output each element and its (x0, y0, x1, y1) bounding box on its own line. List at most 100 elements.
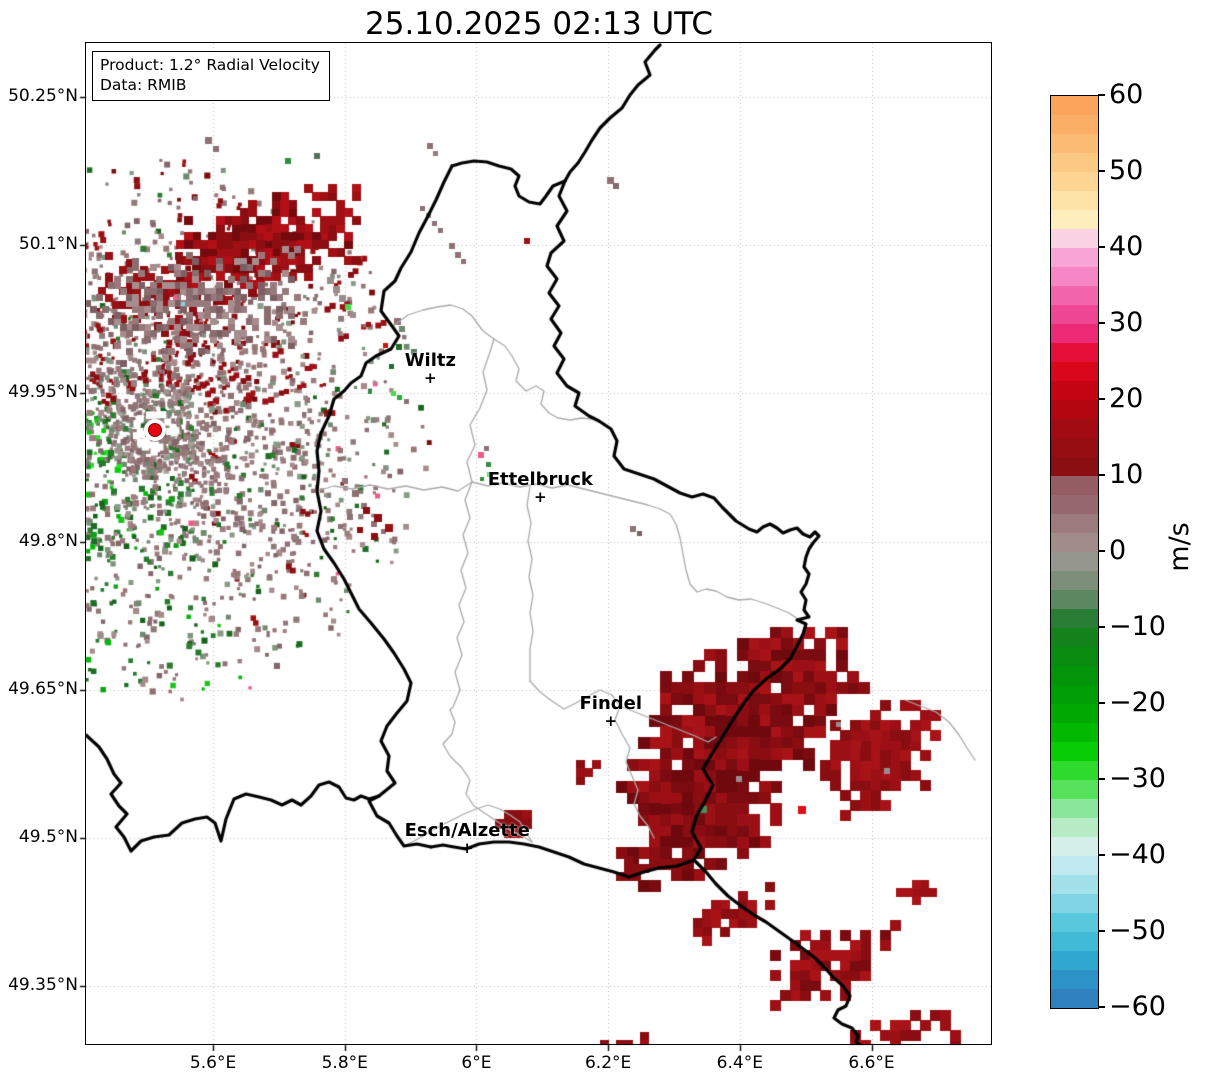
colorbar-tick-mark (1098, 170, 1105, 172)
colorbar-band (1051, 305, 1098, 324)
y-tick-label: 49.35°N (8, 974, 78, 995)
city-marker-icon: + (424, 368, 437, 387)
y-tick-label: 49.95°N (8, 382, 78, 403)
product-info-box: Product: 1.2° Radial Velocity Data: RMIB (92, 51, 330, 101)
x-tick-label: 6.4°E (716, 1053, 763, 1073)
y-tick-label: 49.5°N (18, 826, 78, 847)
colorbar-band (1051, 324, 1098, 343)
colorbar-band (1051, 647, 1098, 666)
x-tick-label: 5.6°E (189, 1053, 237, 1073)
colorbar-band (1051, 514, 1098, 533)
colorbar-band (1051, 419, 1098, 438)
x-tick-label: 6.2°E (584, 1053, 632, 1073)
colorbar-band (1051, 742, 1098, 761)
y-tick-label: 49.65°N (8, 678, 78, 699)
city-marker-icon: + (604, 712, 618, 731)
colorbar-band (1051, 932, 1098, 951)
colorbar-band (1051, 780, 1098, 799)
colorbar-band (1051, 837, 1098, 856)
colorbar-tick-label: 20 (1109, 383, 1144, 414)
colorbar-band (1051, 894, 1098, 913)
colorbar-band (1051, 685, 1098, 704)
colorbar-band (1051, 628, 1098, 647)
colorbar-tick-label: 10 (1109, 459, 1144, 490)
colorbar-band (1051, 856, 1098, 875)
colorbar-tick-mark (1098, 474, 1105, 476)
colorbar-band (1051, 343, 1098, 362)
radar-site-dot-icon (148, 422, 163, 437)
y-tick-label: 50.1°N (18, 234, 78, 255)
colorbar-tick-label: −30 (1109, 763, 1166, 794)
colorbar-tick-mark (1098, 1006, 1105, 1008)
colorbar-band (1051, 153, 1098, 172)
x-tick-label: 6°E (461, 1053, 492, 1073)
colorbar-tick-mark (1098, 854, 1105, 856)
y-tick-label: 49.8°N (18, 530, 78, 551)
colorbar-tick-mark (1098, 550, 1105, 552)
colorbar-tick-label: −10 (1109, 611, 1166, 642)
colorbar-band (1051, 457, 1098, 476)
colorbar-tick-mark (1098, 398, 1105, 400)
y-tick-label: 50.25°N (8, 86, 78, 107)
colorbar-band (1051, 381, 1098, 400)
colorbar-tick-label: 60 (1109, 79, 1144, 110)
colorbar-band (1051, 210, 1098, 229)
colorbar-band (1051, 666, 1098, 685)
colorbar-tick-mark (1098, 930, 1105, 932)
colorbar-tick-mark (1098, 94, 1105, 96)
city-label: Wiltz (404, 349, 456, 371)
city-label: Findel (579, 693, 643, 715)
colorbar-tick-label: −60 (1109, 991, 1166, 1022)
colorbar-band (1051, 723, 1098, 742)
colorbar-band (1051, 799, 1098, 818)
colorbar-band (1051, 704, 1098, 723)
colorbar-band (1051, 552, 1098, 571)
colorbar-band (1051, 96, 1098, 115)
x-tick-label: 5.8°E (321, 1053, 368, 1073)
colorbar-band (1051, 875, 1098, 894)
colorbar (1050, 95, 1099, 1009)
colorbar-band (1051, 286, 1098, 305)
city-marker-icon: + (460, 838, 474, 857)
colorbar-band (1051, 362, 1098, 381)
colorbar-tick-mark (1098, 778, 1105, 780)
colorbar-tick-mark (1098, 246, 1105, 248)
city-marker-icon: + (534, 488, 547, 507)
city-label: Esch/Alzette (404, 819, 530, 841)
colorbar-band (1051, 571, 1098, 590)
colorbar-tick-label: 40 (1109, 231, 1144, 262)
product-info-line: Product: 1.2° Radial Velocity (100, 56, 320, 74)
colorbar-tick-label: 50 (1109, 155, 1144, 186)
colorbar-tick-mark (1098, 702, 1105, 704)
colorbar-tick-label: −20 (1109, 687, 1166, 718)
colorbar-band (1051, 818, 1098, 837)
radar-site-marker (144, 418, 167, 441)
colorbar-band (1051, 609, 1098, 628)
colorbar-band (1051, 134, 1098, 153)
colorbar-tick-mark (1098, 626, 1105, 628)
city-label: Ettelbruck (487, 469, 593, 491)
colorbar-band (1051, 761, 1098, 780)
colorbar-band (1051, 951, 1098, 970)
colorbar-band (1051, 267, 1098, 286)
colorbar-band (1051, 248, 1098, 267)
colorbar-band (1051, 533, 1098, 552)
colorbar-band (1051, 495, 1098, 514)
colorbar-tick-mark (1098, 322, 1105, 324)
colorbar-tick-label: 30 (1109, 307, 1144, 338)
colorbar-unit-label: m/s (1164, 522, 1195, 572)
colorbar-band (1051, 400, 1098, 419)
colorbar-band (1051, 172, 1098, 191)
colorbar-band (1051, 476, 1098, 495)
colorbar-band (1051, 590, 1098, 609)
colorbar-band (1051, 191, 1098, 210)
colorbar-band (1051, 989, 1098, 1008)
colorbar-band (1051, 229, 1098, 248)
colorbar-band (1051, 970, 1098, 989)
colorbar-tick-label: −40 (1109, 839, 1166, 870)
data-source-line: Data: RMIB (100, 76, 187, 95)
colorbar-tick-label: 0 (1109, 535, 1127, 566)
colorbar-band (1051, 913, 1098, 932)
